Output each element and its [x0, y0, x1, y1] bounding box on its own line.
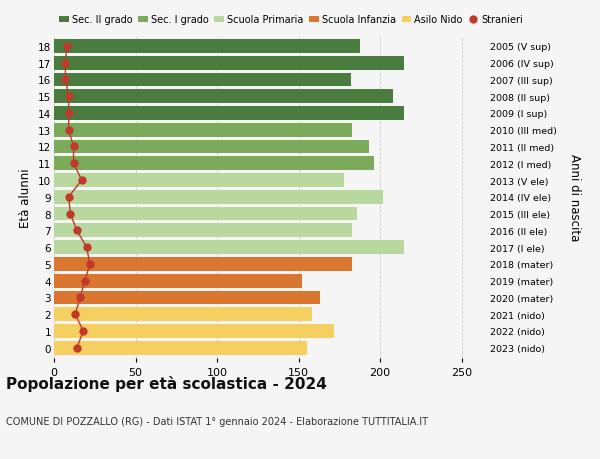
- Legend: Sec. II grado, Sec. I grado, Scuola Primaria, Scuola Infanzia, Asilo Nido, Stran: Sec. II grado, Sec. I grado, Scuola Prim…: [59, 16, 523, 25]
- Point: [64, 194, 73, 201]
- Bar: [54, 308, 311, 321]
- Point: [79, 328, 88, 335]
- Point: [80, 277, 90, 285]
- Point: [69, 160, 79, 168]
- Point: [85, 261, 95, 268]
- Bar: [54, 241, 404, 254]
- Bar: [54, 291, 320, 305]
- Point: [61, 60, 70, 67]
- Point: [75, 294, 85, 302]
- Bar: [54, 40, 361, 54]
- Point: [69, 144, 79, 151]
- Bar: [54, 140, 368, 154]
- Bar: [54, 257, 352, 271]
- Bar: [54, 341, 307, 355]
- Point: [77, 177, 86, 185]
- Point: [64, 110, 73, 118]
- Point: [61, 77, 70, 84]
- Bar: [54, 123, 352, 137]
- Y-axis label: Età alunni: Età alunni: [19, 168, 32, 227]
- Bar: [54, 174, 344, 187]
- Bar: [54, 224, 352, 238]
- Text: COMUNE DI POZZALLO (RG) - Dati ISTAT 1° gennaio 2024 - Elaborazione TUTTITALIA.I: COMUNE DI POZZALLO (RG) - Dati ISTAT 1° …: [6, 417, 428, 426]
- Bar: [54, 73, 350, 87]
- Bar: [54, 56, 404, 70]
- Bar: [54, 107, 404, 121]
- Point: [64, 93, 73, 101]
- Point: [64, 127, 73, 134]
- Bar: [54, 207, 357, 221]
- Bar: [54, 90, 393, 104]
- Point: [65, 210, 75, 218]
- Point: [62, 43, 72, 50]
- Point: [72, 344, 82, 352]
- Point: [72, 227, 82, 235]
- Bar: [54, 190, 383, 204]
- Bar: [54, 157, 374, 171]
- Y-axis label: Anni di nascita: Anni di nascita: [568, 154, 581, 241]
- Point: [82, 244, 91, 251]
- Bar: [54, 274, 302, 288]
- Point: [70, 311, 80, 318]
- Bar: [54, 325, 334, 338]
- Text: Popolazione per età scolastica - 2024: Popolazione per età scolastica - 2024: [6, 375, 327, 391]
